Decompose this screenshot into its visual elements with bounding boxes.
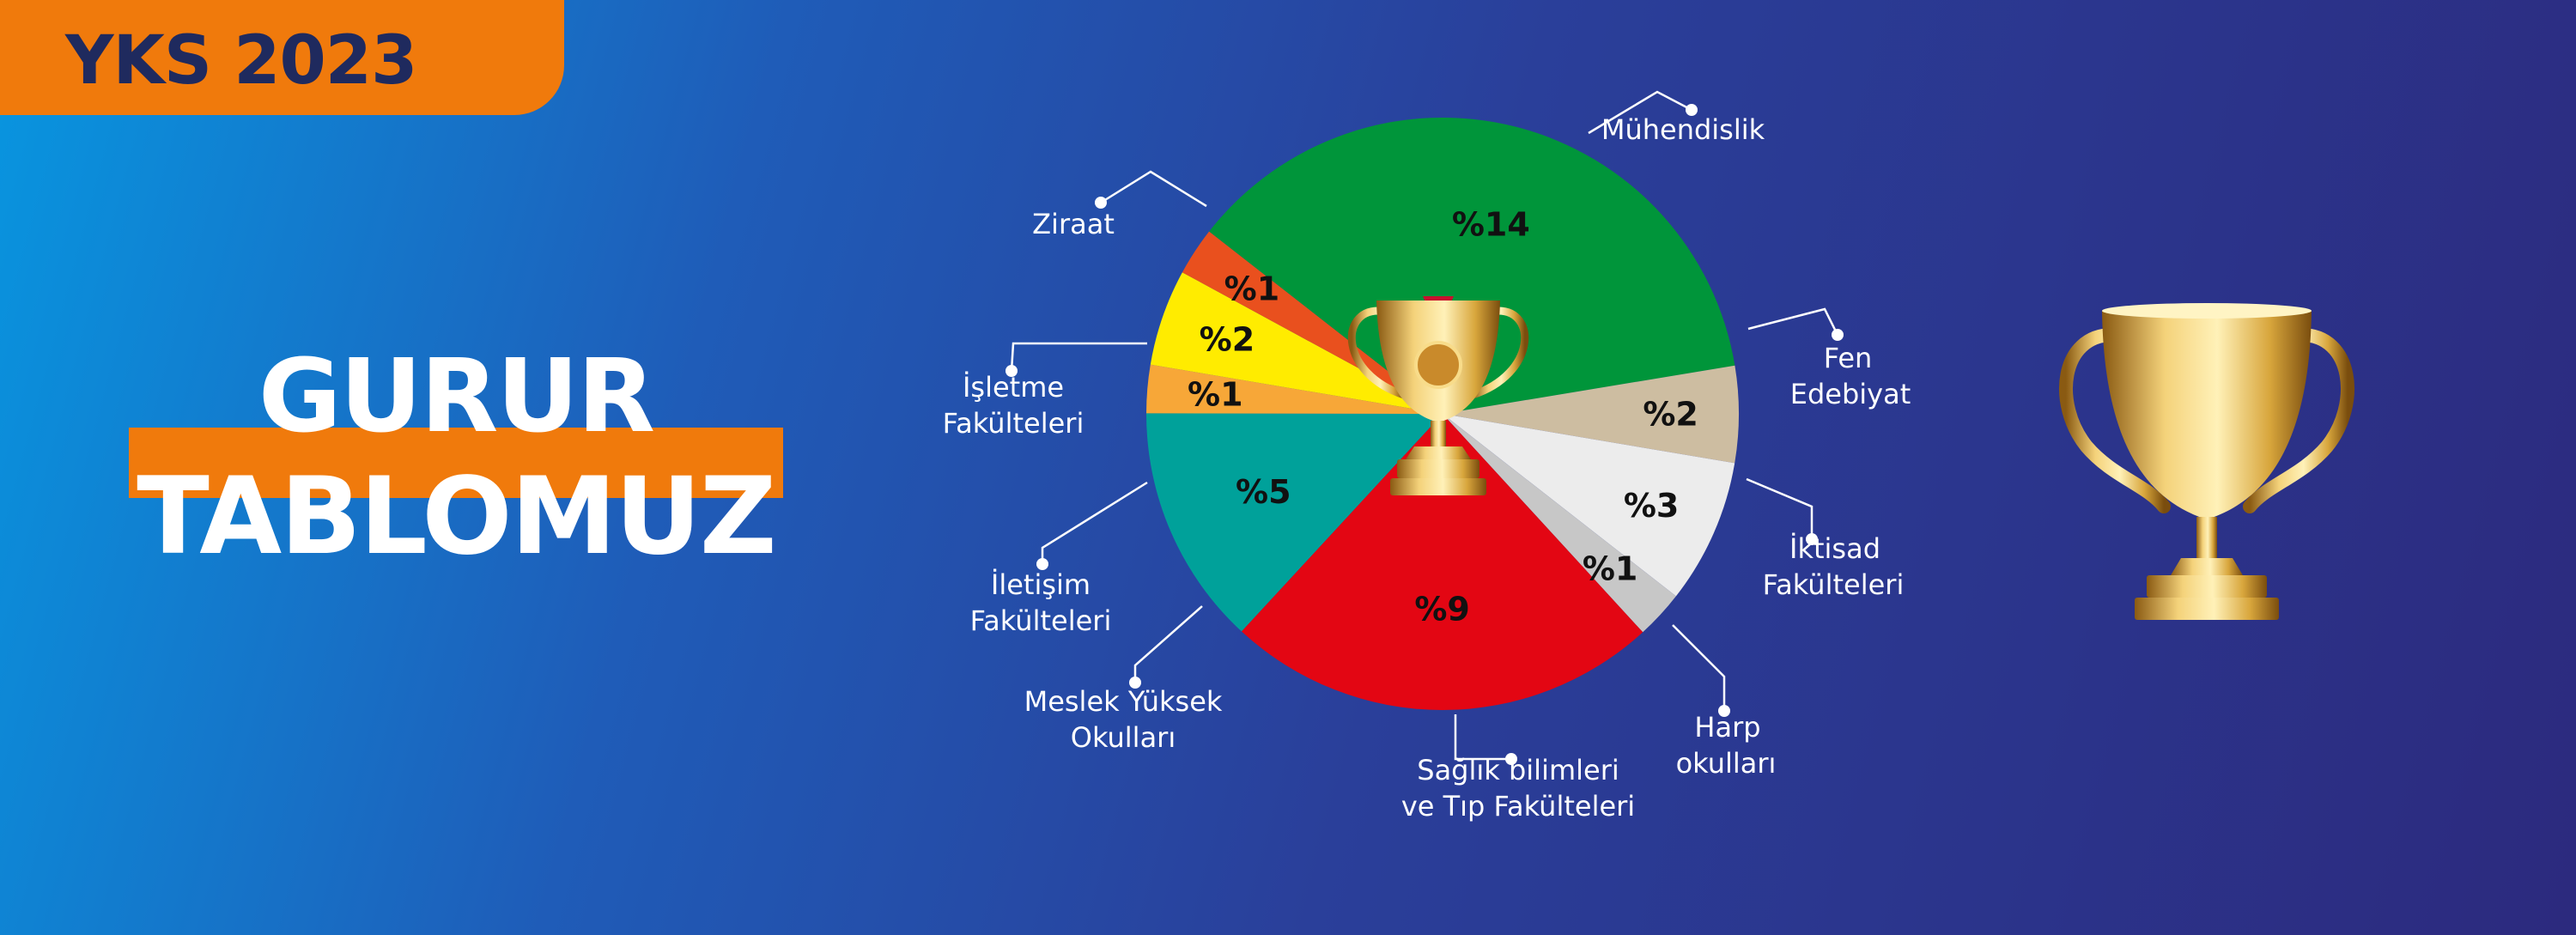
pie-value-label: %1 (1583, 549, 1638, 587)
callout-leader-line (1746, 477, 1814, 539)
callout-dot (1806, 533, 1818, 545)
pie-slice (1443, 365, 1740, 464)
callout-label: Edebiyat (1790, 378, 1911, 410)
pie-value-label: %2 (1200, 320, 1255, 358)
callout-label: Fakülteleri (943, 407, 1084, 440)
pie-slice (1146, 364, 1443, 414)
callout-label: Fakülteleri (970, 604, 1112, 637)
callout-dot (1095, 197, 1107, 209)
callout-dot (1718, 705, 1730, 717)
callout-label: Ziraat (1032, 208, 1115, 240)
pie-value-label: %9 (1414, 591, 1470, 628)
callout-label: İletişim (991, 568, 1091, 601)
callout-dot (1129, 677, 1141, 689)
callout-label: İşletme (963, 371, 1064, 404)
pie-slice (1443, 414, 1676, 633)
pie-slice (1145, 413, 1443, 632)
callout-leader-line (1010, 342, 1147, 372)
callout-leader-line (1672, 624, 1726, 711)
year-badge: YKS 2023 (0, 0, 564, 115)
callout-leader-line (1041, 481, 1148, 564)
callout-dot (1686, 104, 1698, 116)
callout-label: Fakülteleri (1763, 568, 1905, 601)
pie-value-label: %3 (1624, 487, 1680, 525)
callout-label: İktisad (1789, 532, 1880, 565)
callout-label: Meslek Yüksek (1024, 685, 1223, 718)
pie-value-label: %1 (1188, 376, 1243, 414)
headline: GURUR TABLOMUZ (129, 337, 783, 579)
headline-line-2: TABLOMUZ (137, 455, 776, 579)
callout-leader-line (1588, 90, 1692, 135)
callout-label: Mühendislik (1601, 113, 1765, 146)
callout-dot (1005, 365, 1018, 377)
callout-label: Harp (1694, 711, 1760, 744)
callout-leader-line (1454, 714, 1511, 761)
callout-leader-line (1100, 170, 1207, 208)
callout-label: okulları (1676, 747, 1777, 780)
pie-slice (1182, 231, 1443, 414)
pie-slice (1241, 414, 1643, 711)
trophy-icon (1347, 296, 1529, 495)
pie-value-label: %1 (1224, 270, 1280, 307)
callout-dot (1832, 329, 1844, 341)
callout-label: Sağlık bilimleri (1417, 754, 1619, 786)
pie-value-label: %14 (1452, 205, 1530, 243)
pie-value-label: %5 (1236, 473, 1291, 511)
trophy-icon (2059, 303, 2354, 620)
headline-highlight-bar (129, 428, 783, 498)
callout-leader-line (1133, 605, 1203, 683)
pie-callouts: MühendislikFenEdebiyatİktisadFakülteleri… (943, 90, 1911, 823)
callout-label: Fen (1824, 342, 1873, 374)
pie-slice (1209, 117, 1735, 414)
year-badge-text: YKS 2023 (65, 22, 417, 100)
pie-value-labels: %14 %2 %3 %1 %9 %5 %1 %2 %1 (1188, 205, 1698, 628)
pie-slice (1443, 414, 1735, 597)
callout-label: ve Tıp Fakülteleri (1401, 790, 1635, 823)
pie-slices (1145, 117, 1740, 711)
callout-dot (1505, 753, 1517, 765)
callout-dot (1036, 558, 1048, 570)
callout-label: Okulları (1071, 721, 1176, 754)
pie-value-label: %2 (1643, 396, 1698, 434)
callout-leader-line (1747, 307, 1839, 336)
headline-line-1: GURUR (258, 337, 655, 455)
